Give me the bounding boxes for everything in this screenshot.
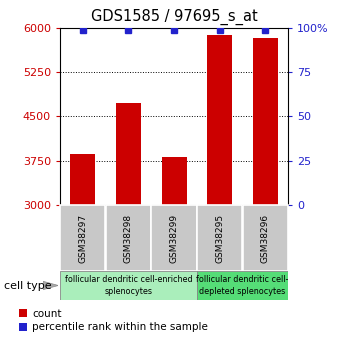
Bar xyxy=(197,271,288,300)
Bar xyxy=(197,205,242,271)
Bar xyxy=(60,271,197,300)
Text: GSM38298: GSM38298 xyxy=(124,214,133,263)
Bar xyxy=(253,38,278,205)
Bar xyxy=(60,205,105,271)
Bar xyxy=(116,104,141,205)
Title: GDS1585 / 97695_s_at: GDS1585 / 97695_s_at xyxy=(91,9,258,25)
Polygon shape xyxy=(43,281,58,290)
Text: GSM38295: GSM38295 xyxy=(215,214,224,263)
Bar xyxy=(162,157,187,205)
Legend: count, percentile rank within the sample: count, percentile rank within the sample xyxy=(19,309,208,333)
Bar xyxy=(106,205,151,271)
Bar xyxy=(152,205,197,271)
Text: cell type: cell type xyxy=(4,281,52,290)
Text: GSM38299: GSM38299 xyxy=(169,214,179,263)
Text: follicular dendritic cell-enriched
splenocytes: follicular dendritic cell-enriched splen… xyxy=(64,275,192,296)
Text: GSM38297: GSM38297 xyxy=(78,214,87,263)
Text: follicular dendritic cell-
depleted splenocytes: follicular dendritic cell- depleted sple… xyxy=(196,275,289,296)
Bar xyxy=(70,154,95,205)
Text: GSM38296: GSM38296 xyxy=(261,214,270,263)
Bar xyxy=(243,205,288,271)
Bar xyxy=(207,35,232,205)
